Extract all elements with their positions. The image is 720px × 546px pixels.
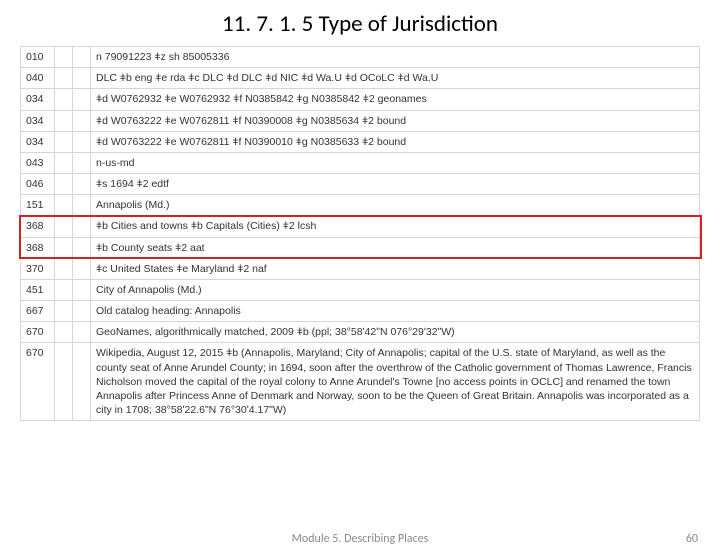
marc-tag: 046	[21, 174, 55, 195]
marc-data: City of Annapolis (Md.)	[91, 279, 700, 300]
table-row: 368 ǂb County seats ǂ2 aat	[21, 237, 700, 258]
marc-indicator-2	[73, 258, 91, 279]
marc-indicator-1	[55, 343, 73, 421]
marc-tag: 034	[21, 89, 55, 110]
marc-data: ǂd W0762932 ǂe W0762932 ǂf N0385842 ǂg N…	[91, 89, 700, 110]
marc-tag: 040	[21, 68, 55, 89]
table-row: 667 Old catalog heading: Annapolis	[21, 301, 700, 322]
table-row: 043 n-us-md	[21, 152, 700, 173]
table-row: 034 ǂd W0763222 ǂe W0762811 ǂf N0390010 ǂ…	[21, 131, 700, 152]
marc-indicator-1	[55, 301, 73, 322]
marc-indicator-1	[55, 258, 73, 279]
marc-data: Wikipedia, August 12, 2015 ǂb (Annapolis…	[91, 343, 700, 421]
marc-indicator-2	[73, 195, 91, 216]
marc-data: DLC ǂb eng ǂe rda ǂc DLC ǂd DLC ǂd NIC ǂ…	[91, 68, 700, 89]
marc-indicator-2	[73, 174, 91, 195]
marc-indicator-2	[73, 47, 91, 68]
marc-data: n-us-md	[91, 152, 700, 173]
marc-data: Old catalog heading: Annapolis	[91, 301, 700, 322]
marc-data: ǂb Cities and towns ǂb Capitals (Cities)…	[91, 216, 700, 237]
marc-indicator-1	[55, 110, 73, 131]
table-row: 451 City of Annapolis (Md.)	[21, 279, 700, 300]
marc-indicator-1	[55, 237, 73, 258]
marc-tag: 368	[21, 237, 55, 258]
marc-indicator-1	[55, 68, 73, 89]
marc-indicator-1	[55, 89, 73, 110]
table-row: 040 DLC ǂb eng ǂe rda ǂc DLC ǂd DLC ǂd NI…	[21, 68, 700, 89]
marc-tag: 667	[21, 301, 55, 322]
marc-tag: 010	[21, 47, 55, 68]
page-title: 11. 7. 1. 5 Type of Jurisdiction	[0, 0, 720, 46]
marc-tag: 670	[21, 343, 55, 421]
table-row: 034 ǂd W0763222 ǂe W0762811 ǂf N0390008 ǂ…	[21, 110, 700, 131]
table-row: 368 ǂb Cities and towns ǂb Capitals (Citi…	[21, 216, 700, 237]
marc-indicator-2	[73, 68, 91, 89]
marc-indicator-2	[73, 237, 91, 258]
marc-indicator-2	[73, 152, 91, 173]
marc-indicator-2	[73, 279, 91, 300]
marc-indicator-1	[55, 279, 73, 300]
marc-indicator-1	[55, 174, 73, 195]
marc-data: ǂb County seats ǂ2 aat	[91, 237, 700, 258]
marc-indicator-1	[55, 131, 73, 152]
marc-tag: 670	[21, 322, 55, 343]
marc-data: Annapolis (Md.)	[91, 195, 700, 216]
marc-indicator-2	[73, 343, 91, 421]
marc-data: ǂd W0763222 ǂe W0762811 ǂf N0390010 ǂg N…	[91, 131, 700, 152]
marc-indicator-2	[73, 301, 91, 322]
marc-data: n 79091223 ǂz sh 85005336	[91, 47, 700, 68]
marc-data: GeoNames, algorithmically matched, 2009 …	[91, 322, 700, 343]
marc-tag: 151	[21, 195, 55, 216]
marc-indicator-2	[73, 131, 91, 152]
marc-tag: 043	[21, 152, 55, 173]
table-row: 034 ǂd W0762932 ǂe W0762932 ǂf N0385842 ǂ…	[21, 89, 700, 110]
marc-indicator-1	[55, 152, 73, 173]
table-row: 151 Annapolis (Md.)	[21, 195, 700, 216]
marc-indicator-2	[73, 322, 91, 343]
marc-indicator-2	[73, 110, 91, 131]
table-row: 046 ǂs 1694 ǂ2 edtf	[21, 174, 700, 195]
marc-tag: 034	[21, 131, 55, 152]
marc-indicator-2	[73, 216, 91, 237]
marc-tag: 370	[21, 258, 55, 279]
marc-tag: 368	[21, 216, 55, 237]
marc-data: ǂd W0763222 ǂe W0762811 ǂf N0390008 ǂg N…	[91, 110, 700, 131]
marc-table-wrapper: 010 n 79091223 ǂz sh 85005336 040 DLC ǂb en…	[20, 46, 700, 421]
marc-indicator-1	[55, 216, 73, 237]
marc-tag: 451	[21, 279, 55, 300]
marc-data: ǂc United States ǂe Maryland ǂ2 naf	[91, 258, 700, 279]
marc-indicator-2	[73, 89, 91, 110]
table-row: 010 n 79091223 ǂz sh 85005336	[21, 47, 700, 68]
marc-table: 010 n 79091223 ǂz sh 85005336 040 DLC ǂb en…	[20, 46, 700, 421]
marc-indicator-1	[55, 195, 73, 216]
footer-module-text: Module 5. Describing Places	[0, 532, 720, 546]
marc-indicator-1	[55, 47, 73, 68]
marc-indicator-1	[55, 322, 73, 343]
table-row: 370 ǂc United States ǂe Maryland ǂ2 naf	[21, 258, 700, 279]
footer-page-number: 60	[686, 532, 698, 546]
marc-tag: 034	[21, 110, 55, 131]
table-row: 670 Wikipedia, August 12, 2015 ǂb (Annapo…	[21, 343, 700, 421]
table-row: 670 GeoNames, algorithmically matched, 20…	[21, 322, 700, 343]
marc-data: ǂs 1694 ǂ2 edtf	[91, 174, 700, 195]
